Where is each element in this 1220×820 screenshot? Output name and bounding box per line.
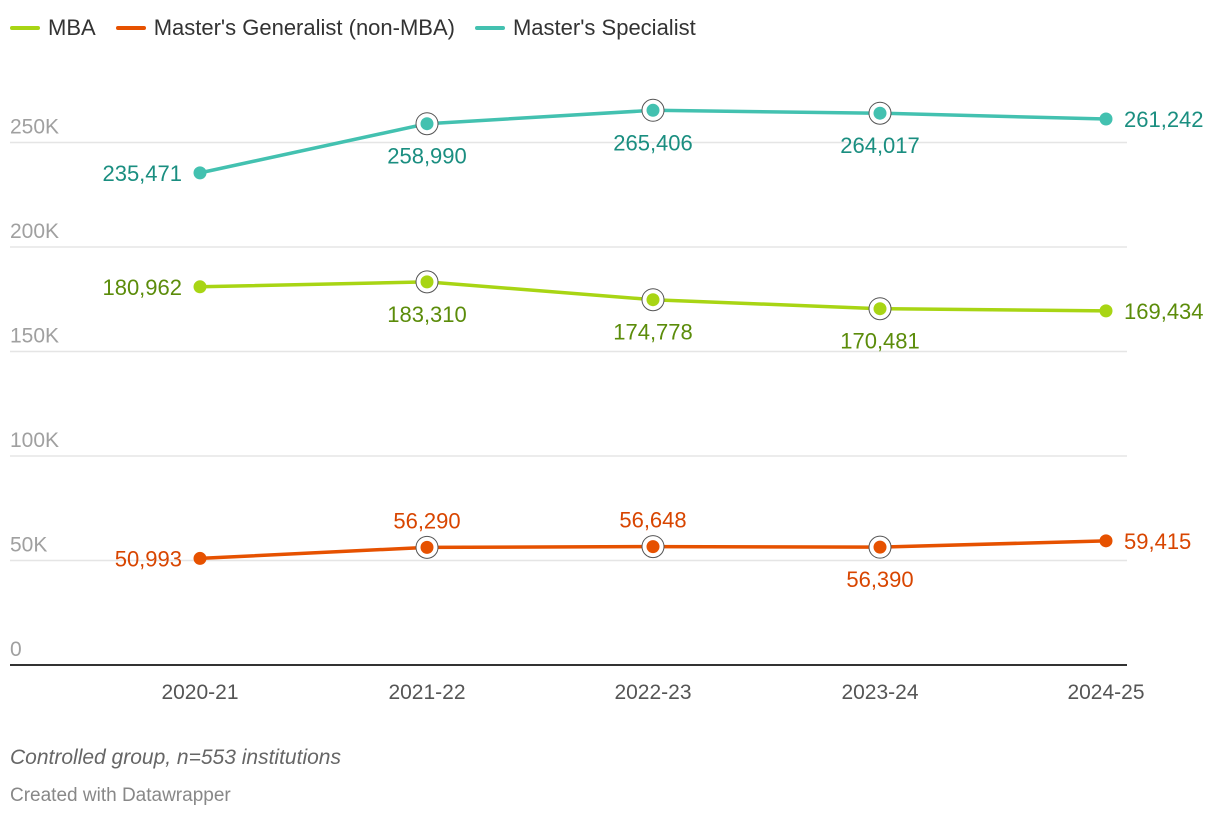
data-label: 235,471 <box>102 161 182 186</box>
data-label: 56,390 <box>846 567 913 592</box>
chart-note: Controlled group, n=553 institutions <box>10 746 341 769</box>
data-label: 264,017 <box>840 133 920 158</box>
y-tick-label: 0 <box>10 638 22 661</box>
x-tick-label: 2020-21 <box>161 681 238 704</box>
legend-item: Master's Generalist (non-MBA) <box>115 15 455 41</box>
line-chart: 0 50K 100K 150K 200K 250K 2020-21 2021-22 2022-2… <box>10 98 1204 704</box>
data-point <box>193 551 207 565</box>
x-tick-label: 2022-23 <box>614 681 691 704</box>
data-point <box>646 293 660 307</box>
data-point <box>420 117 434 131</box>
data-label: 56,648 <box>619 508 686 533</box>
legend-label: Master's Specialist <box>512 15 696 40</box>
legend-item: Master's Specialist <box>474 15 696 41</box>
data-point <box>420 540 434 554</box>
chart-credit: Created with Datawrapper <box>10 785 231 806</box>
x-tick-label: 2021-22 <box>388 681 465 704</box>
data-label: 258,990 <box>387 144 467 169</box>
y-tick-label: 200K <box>10 220 59 243</box>
data-point <box>193 166 207 180</box>
chart-legend: MBA Master's Generalist (non-MBA) Master's… <box>10 14 716 42</box>
legend-swatch <box>115 26 146 30</box>
legend-label: MBA <box>48 15 96 40</box>
data-point <box>873 106 887 120</box>
y-tick-label: 50K <box>10 534 47 557</box>
data-label: 56,290 <box>393 508 460 533</box>
data-label: 50,993 <box>115 546 182 571</box>
data-point <box>873 302 887 316</box>
y-tick-label: 250K <box>10 116 59 139</box>
data-point <box>1099 304 1113 318</box>
data-point <box>646 103 660 117</box>
data-label: 261,242 <box>1124 107 1204 132</box>
data-label: 180,962 <box>102 275 182 300</box>
data-label: 183,310 <box>387 302 467 327</box>
data-point <box>646 540 660 554</box>
data-label: 169,434 <box>1124 299 1204 324</box>
legend-swatch <box>474 26 505 30</box>
data-point <box>420 275 434 289</box>
data-point <box>193 280 207 294</box>
legend-item: MBA <box>10 15 96 41</box>
legend-swatch <box>10 26 40 30</box>
data-point <box>873 540 887 554</box>
data-point <box>1099 112 1113 126</box>
legend-label: Master's Generalist (non-MBA) <box>153 15 455 40</box>
data-label: 170,481 <box>840 329 920 354</box>
data-label: 174,778 <box>613 320 693 345</box>
x-tick-label: 2024-25 <box>1067 681 1144 704</box>
y-tick-label: 100K <box>10 429 59 452</box>
y-tick-label: 150K <box>10 325 59 348</box>
data-label: 59,415 <box>1124 529 1191 554</box>
data-label: 265,406 <box>613 130 693 155</box>
x-tick-label: 2023-24 <box>841 681 918 704</box>
data-point <box>1099 534 1113 548</box>
